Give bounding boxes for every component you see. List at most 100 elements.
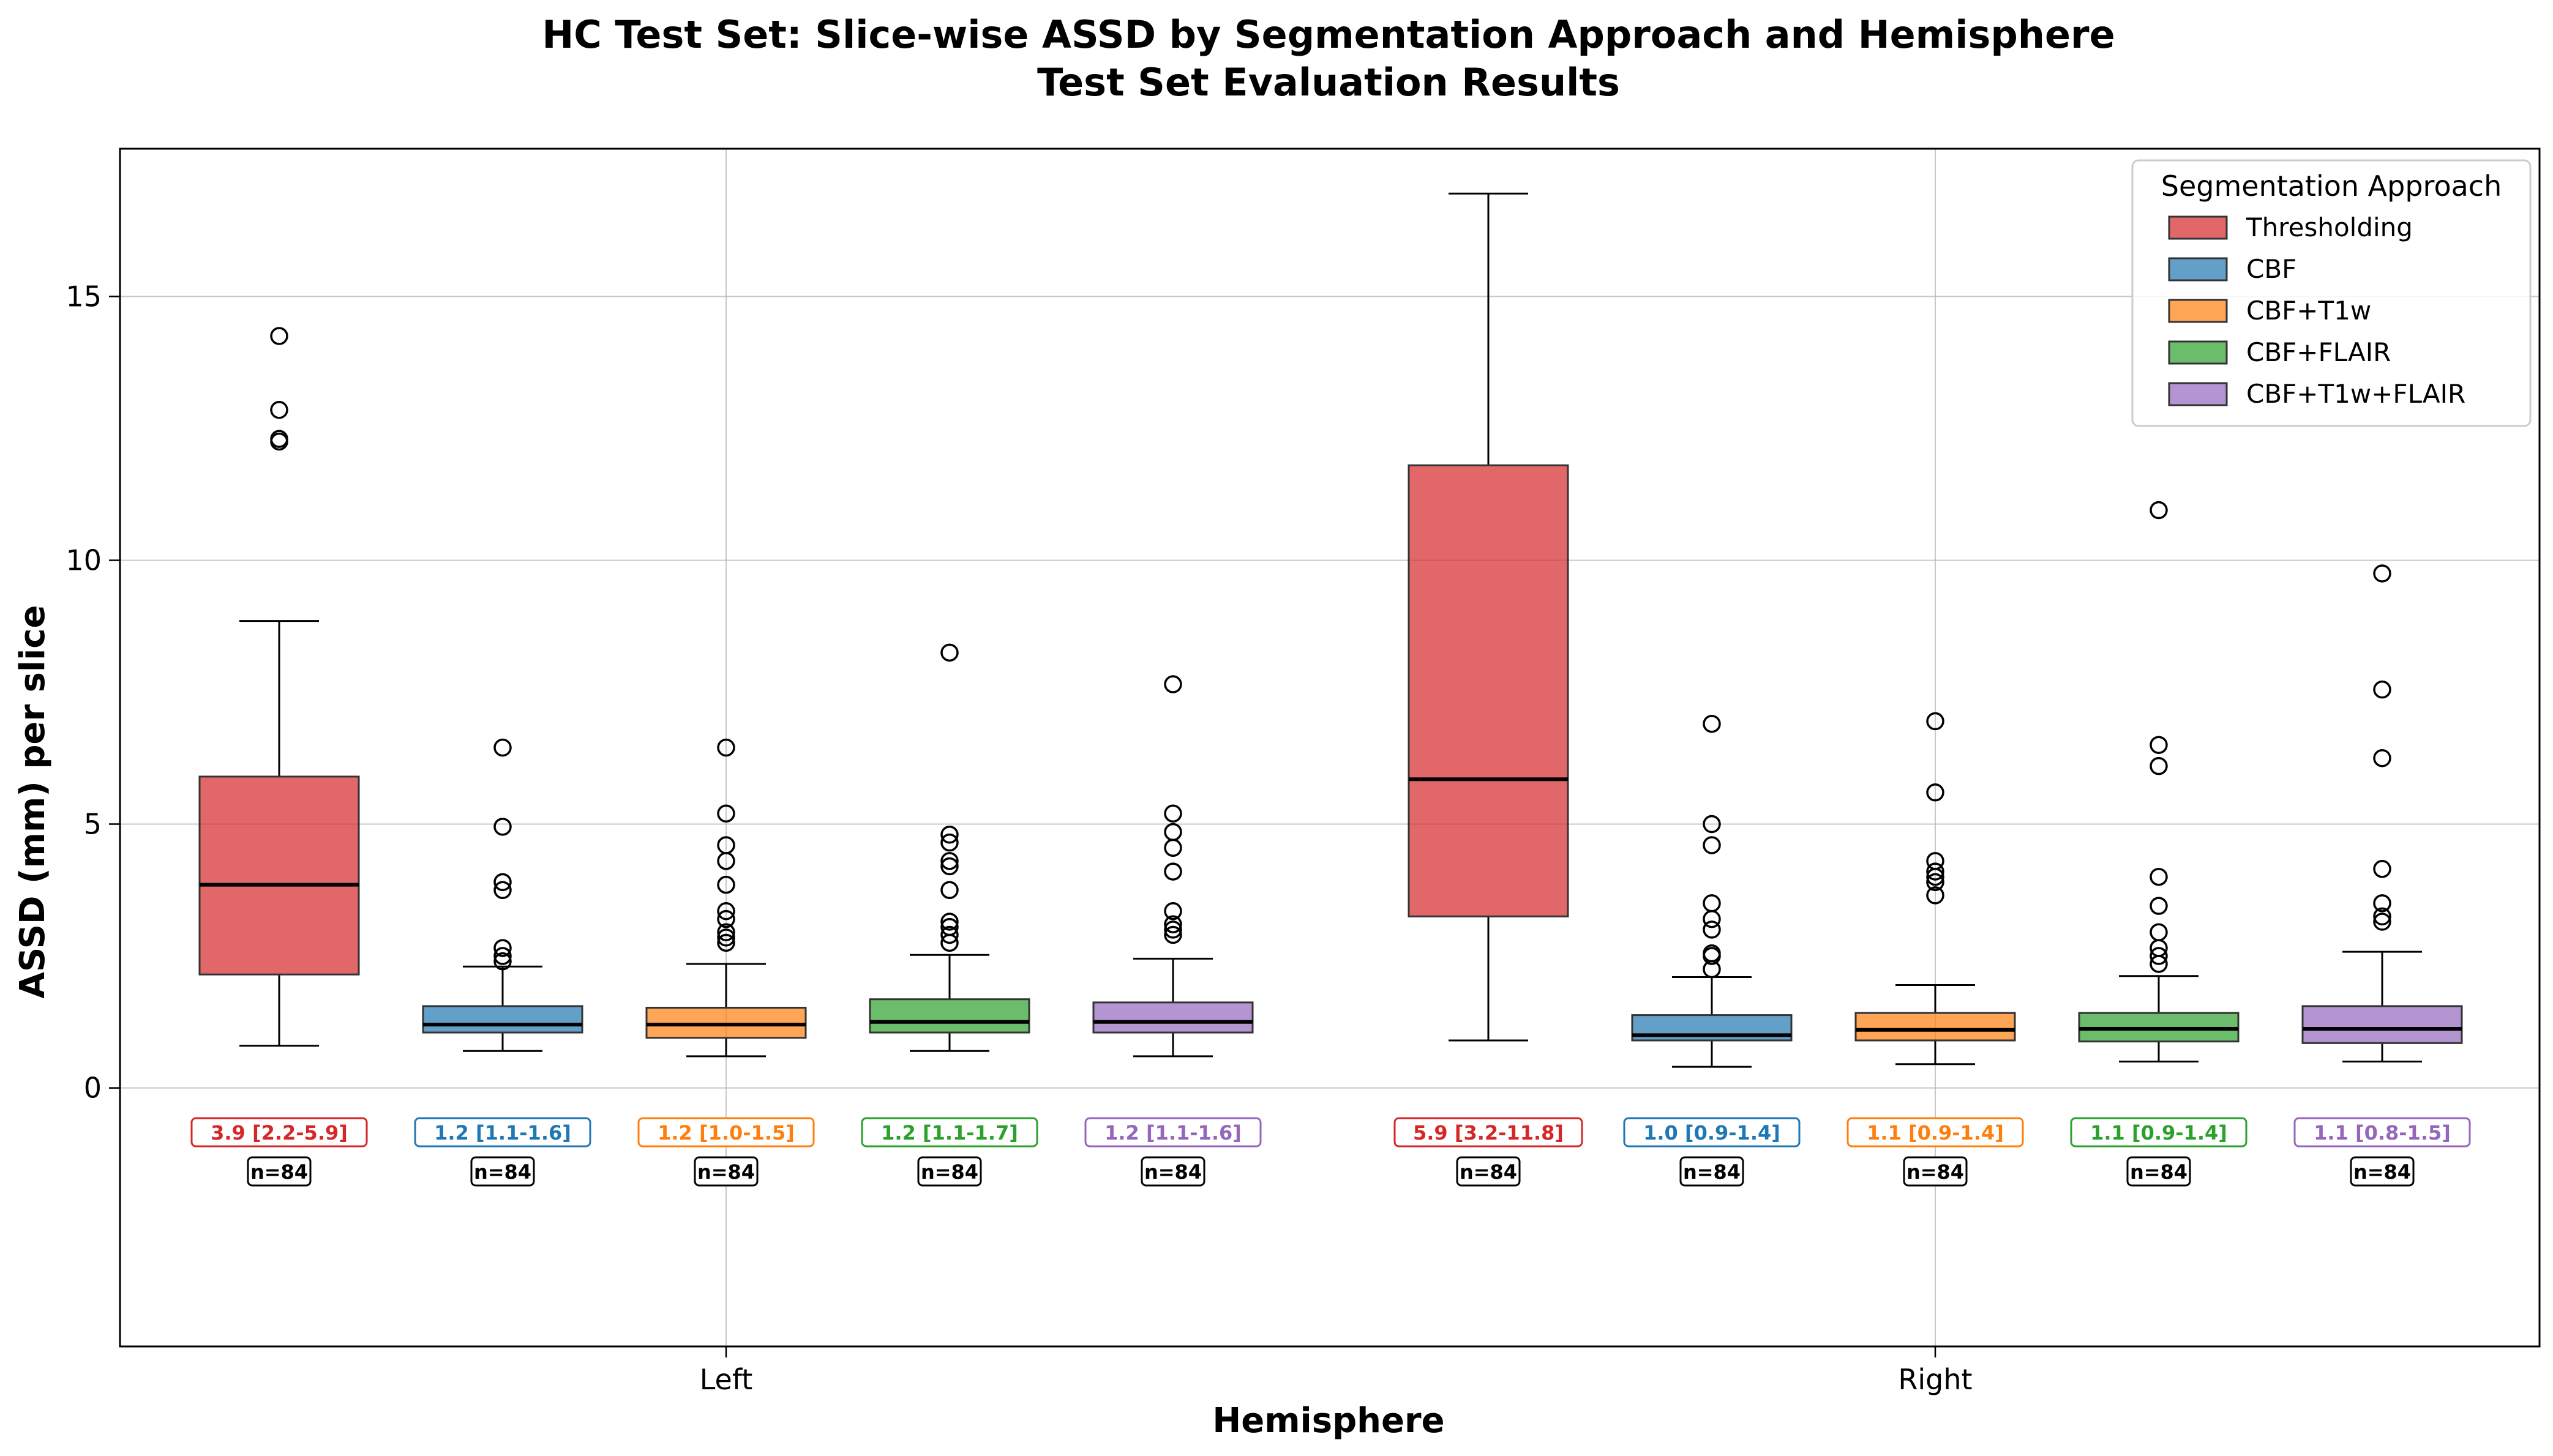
outlier-point <box>1703 894 1721 913</box>
n-label: n=84 <box>1460 1160 1517 1184</box>
outlier-point <box>2373 680 2391 699</box>
outlier-point <box>717 738 735 757</box>
plot-frame <box>119 147 2541 1348</box>
box-left-cbf-flair: 1.2 [1.1-1.7] n=84 <box>861 643 1038 1187</box>
y-tick-label: 0 <box>84 1072 102 1105</box>
x-axis-label: Hemisphere <box>1212 1401 1444 1441</box>
outlier-point <box>717 804 735 823</box>
outlier-point <box>1926 873 1944 892</box>
stat-label: 1.2 [1.1-1.6] <box>434 1121 571 1144</box>
outlier-point <box>2373 860 2391 878</box>
n-label-box <box>1456 1156 1521 1187</box>
iqr-box <box>198 775 360 976</box>
stat-label-box <box>1623 1117 1801 1148</box>
iqr-box <box>1092 1001 1254 1034</box>
outlier-point <box>717 933 735 952</box>
outlier-point <box>493 738 512 757</box>
outlier-point <box>940 917 959 936</box>
n-label: n=84 <box>1144 1160 1202 1184</box>
iqr-box <box>1854 1012 2016 1042</box>
outlier-point <box>2373 913 2391 931</box>
y-tick-label: 5 <box>84 808 102 841</box>
legend-swatch <box>2168 257 2228 282</box>
chart-title: HC Test Set: Slice-wise ASSD by Segmenta… <box>542 12 2115 57</box>
outlier-point <box>717 836 735 854</box>
outlier-point <box>2150 736 2168 754</box>
outlier-point <box>1703 815 1721 834</box>
outlier-point <box>940 852 959 870</box>
outlier-point <box>1926 783 1944 802</box>
n-label: n=84 <box>2353 1160 2411 1184</box>
y-tick-label: 10 <box>66 543 102 577</box>
box-right-cbf-flair: 1.1 [0.9-1.4] n=84 <box>2070 501 2247 1187</box>
outlier-point <box>1164 862 1182 881</box>
legend-frame <box>2131 159 2532 427</box>
stat-label: 3.9 [2.2-5.9] <box>211 1121 348 1144</box>
outlier-point <box>1703 920 1721 939</box>
n-label: n=84 <box>697 1160 755 1184</box>
n-label-box <box>2126 1156 2191 1187</box>
outlier-point <box>717 928 735 947</box>
plot-area: 3.9 [2.2-5.9]n=845.9 [3.2-11.8]n=841.2 [… <box>190 192 2471 1187</box>
outlier-point <box>1703 909 1721 928</box>
x-tick-label: Left <box>700 1363 753 1396</box>
outlier-point <box>717 923 735 941</box>
stat-label: 1.1 [0.8-1.5] <box>2314 1121 2451 1144</box>
legend-entry: CBF+FLAIR <box>2246 337 2391 367</box>
outlier-point <box>1703 714 1721 733</box>
n-label: n=84 <box>921 1160 978 1184</box>
box-left-cbf-t1w-flair: 1.2 [1.1-1.6] n=84 <box>1084 675 1262 1187</box>
outlier-point <box>940 833 959 852</box>
iqr-box <box>1408 464 1569 917</box>
stat-label: 1.0 [0.9-1.4] <box>1643 1121 1780 1144</box>
outlier-point <box>1164 902 1182 920</box>
outlier-point <box>940 913 959 931</box>
outlier-point <box>1164 823 1182 842</box>
iqr-box <box>869 998 1030 1034</box>
legend-title: Segmentation Approach <box>2161 170 2502 203</box>
outlier-point <box>1164 920 1182 939</box>
n-label: n=84 <box>250 1160 308 1184</box>
box-right-cbf-t1w-flair: 1.1 [0.8-1.5] n=84 <box>2293 564 2471 1187</box>
outlier-point <box>2150 501 2168 520</box>
legend-entry: Thresholding <box>2246 212 2413 242</box>
legend-entry: CBF+T1w <box>2246 296 2371 326</box>
outlier-point <box>940 825 959 844</box>
n-label-box <box>470 1156 535 1187</box>
axes: 0 5 10 15 Left Right <box>66 147 2541 1396</box>
n-label: n=84 <box>1906 1160 1964 1184</box>
outlier-point <box>717 902 735 920</box>
outlier-point <box>270 400 288 419</box>
stat-label: 1.1 [0.9-1.4] <box>1867 1121 2004 1144</box>
outlier-point <box>493 939 512 957</box>
outlier-point <box>717 875 735 894</box>
outlier-point <box>1703 836 1721 854</box>
stat-label: 1.2 [1.0-1.5] <box>658 1121 795 1144</box>
x-tick-label: Right <box>1898 1363 1972 1396</box>
legend-swatch <box>2168 382 2228 406</box>
box-right-cbf: 1.0 [0.9-1.4] n=84 <box>1623 714 1801 1187</box>
n-label-box <box>917 1156 982 1187</box>
stat-label-box <box>1084 1117 1262 1148</box>
iqr-box <box>645 1007 807 1039</box>
box-left-cbf-t1w: 1.2 [1.0-1.5] n=84 <box>637 738 815 1187</box>
outlier-point <box>1164 675 1182 693</box>
n-label: n=84 <box>1683 1160 1741 1184</box>
outlier-point <box>940 881 959 900</box>
box-right-thresholding: 5.9 [3.2-11.8] n=84 <box>1393 192 1583 1187</box>
outlier-point <box>2150 947 2168 965</box>
stat-label: 1.2 [1.1-1.7] <box>881 1121 1018 1144</box>
outlier-point <box>1926 862 1944 881</box>
outlier-point <box>493 873 512 892</box>
chart-subtitle: Test Set Evaluation Results <box>1037 60 1620 105</box>
outlier-point <box>2373 564 2391 583</box>
box-left-thresholding: 3.9 [2.2-5.9] n=84 <box>190 327 368 1187</box>
outlier-point <box>1164 838 1182 857</box>
n-label-box <box>247 1156 312 1187</box>
stat-label-box <box>1846 1117 2024 1148</box>
n-label-box <box>1141 1156 1205 1187</box>
outlier-point <box>493 952 512 971</box>
outlier-point <box>1703 944 1721 963</box>
